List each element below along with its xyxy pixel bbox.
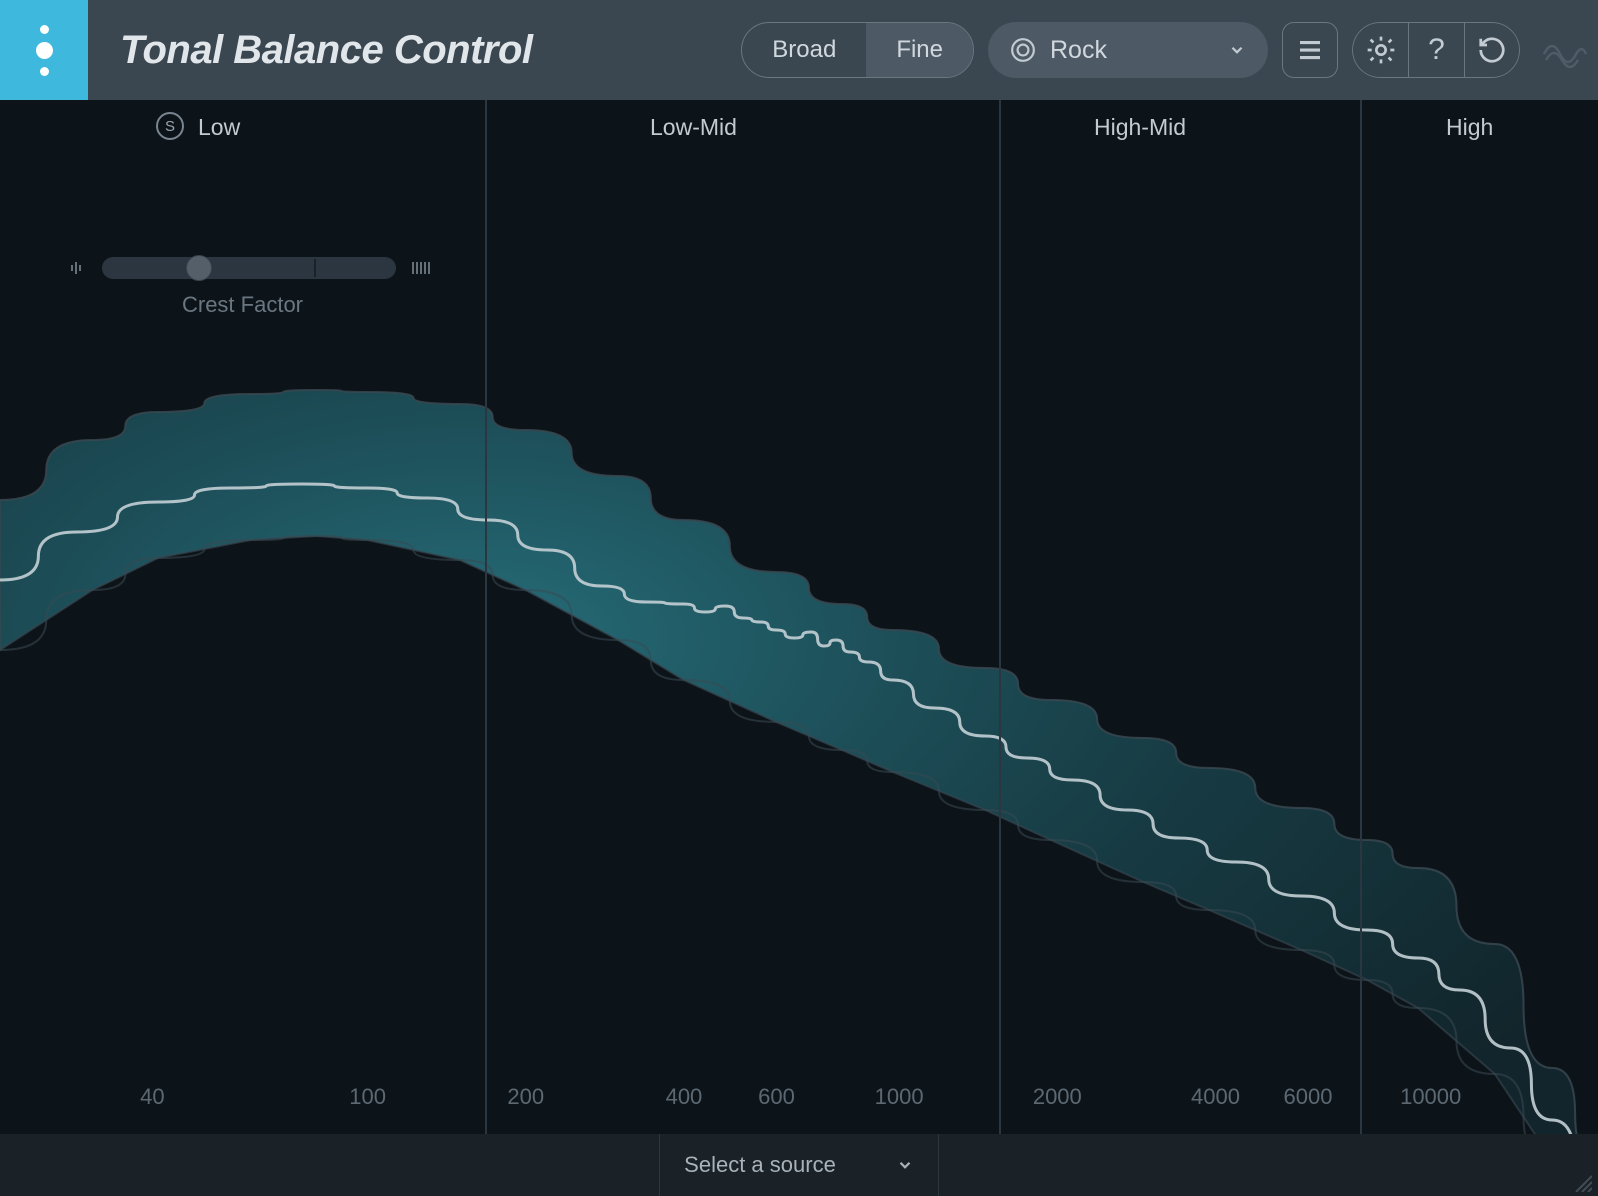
chevron-down-icon bbox=[1228, 41, 1246, 59]
spectrum-display: S Crest Factor Low Low-Mid High-Mid High 40 1… bbox=[0, 100, 1598, 1134]
band-label: Low bbox=[198, 114, 240, 141]
utility-button-group: ? bbox=[1352, 22, 1520, 78]
gear-icon bbox=[1365, 34, 1397, 66]
bottom-bar: Select a source bbox=[0, 1134, 1598, 1196]
freq-axis-label: 200 bbox=[507, 1084, 544, 1110]
band-label: High-Mid bbox=[1094, 114, 1186, 141]
band-divider-2 bbox=[999, 100, 1001, 1134]
crest-wide-icon bbox=[410, 256, 434, 280]
crest-narrow-icon bbox=[64, 256, 88, 280]
menu-button[interactable] bbox=[1282, 22, 1338, 78]
crest-factor-label: Crest Factor bbox=[0, 292, 485, 318]
freq-axis-label: 4000 bbox=[1191, 1084, 1240, 1110]
target-icon bbox=[1010, 37, 1036, 63]
freq-axis-label: 100 bbox=[349, 1084, 386, 1110]
help-icon: ? bbox=[1428, 33, 1445, 67]
crest-factor-slider[interactable] bbox=[102, 257, 396, 279]
crest-factor-row bbox=[64, 256, 434, 280]
view-toggle: Broad Fine bbox=[741, 22, 974, 78]
freq-axis-label: 600 bbox=[758, 1084, 795, 1110]
freq-axis-label: 10000 bbox=[1400, 1084, 1461, 1110]
band-label: Low-Mid bbox=[650, 114, 737, 141]
header-bar: Tonal Balance Control Broad Fine Rock ? bbox=[0, 0, 1598, 100]
source-label: Select a source bbox=[684, 1152, 836, 1178]
chevron-down-icon bbox=[896, 1156, 914, 1174]
reset-button[interactable] bbox=[1464, 22, 1520, 78]
plugin-title: Tonal Balance Control bbox=[120, 28, 533, 73]
band-divider-1 bbox=[485, 100, 487, 1134]
brand-logo[interactable] bbox=[0, 0, 88, 100]
solo-low-button[interactable]: S bbox=[156, 112, 184, 140]
help-button[interactable]: ? bbox=[1408, 22, 1464, 78]
slider-thumb[interactable] bbox=[186, 255, 212, 281]
fine-toggle[interactable]: Fine bbox=[866, 23, 973, 77]
preset-dropdown[interactable]: Rock bbox=[988, 22, 1268, 78]
settings-button[interactable] bbox=[1352, 22, 1408, 78]
freq-axis-label: 2000 bbox=[1033, 1084, 1082, 1110]
resize-grip-icon[interactable] bbox=[1572, 1172, 1592, 1192]
freq-axis-label: 40 bbox=[140, 1084, 164, 1110]
band-divider-3 bbox=[1360, 100, 1362, 1134]
menu-icon bbox=[1295, 35, 1325, 65]
reset-icon bbox=[1477, 35, 1507, 65]
izotope-wave-icon bbox=[1540, 26, 1588, 74]
source-dropdown[interactable]: Select a source bbox=[659, 1134, 939, 1196]
broad-toggle[interactable]: Broad bbox=[742, 23, 866, 77]
freq-axis-label: 400 bbox=[666, 1084, 703, 1110]
freq-axis-label: 6000 bbox=[1284, 1084, 1333, 1110]
slider-tick bbox=[314, 259, 316, 277]
preset-label: Rock bbox=[1050, 36, 1214, 65]
band-label: High bbox=[1446, 114, 1493, 141]
freq-axis-label: 1000 bbox=[875, 1084, 924, 1110]
